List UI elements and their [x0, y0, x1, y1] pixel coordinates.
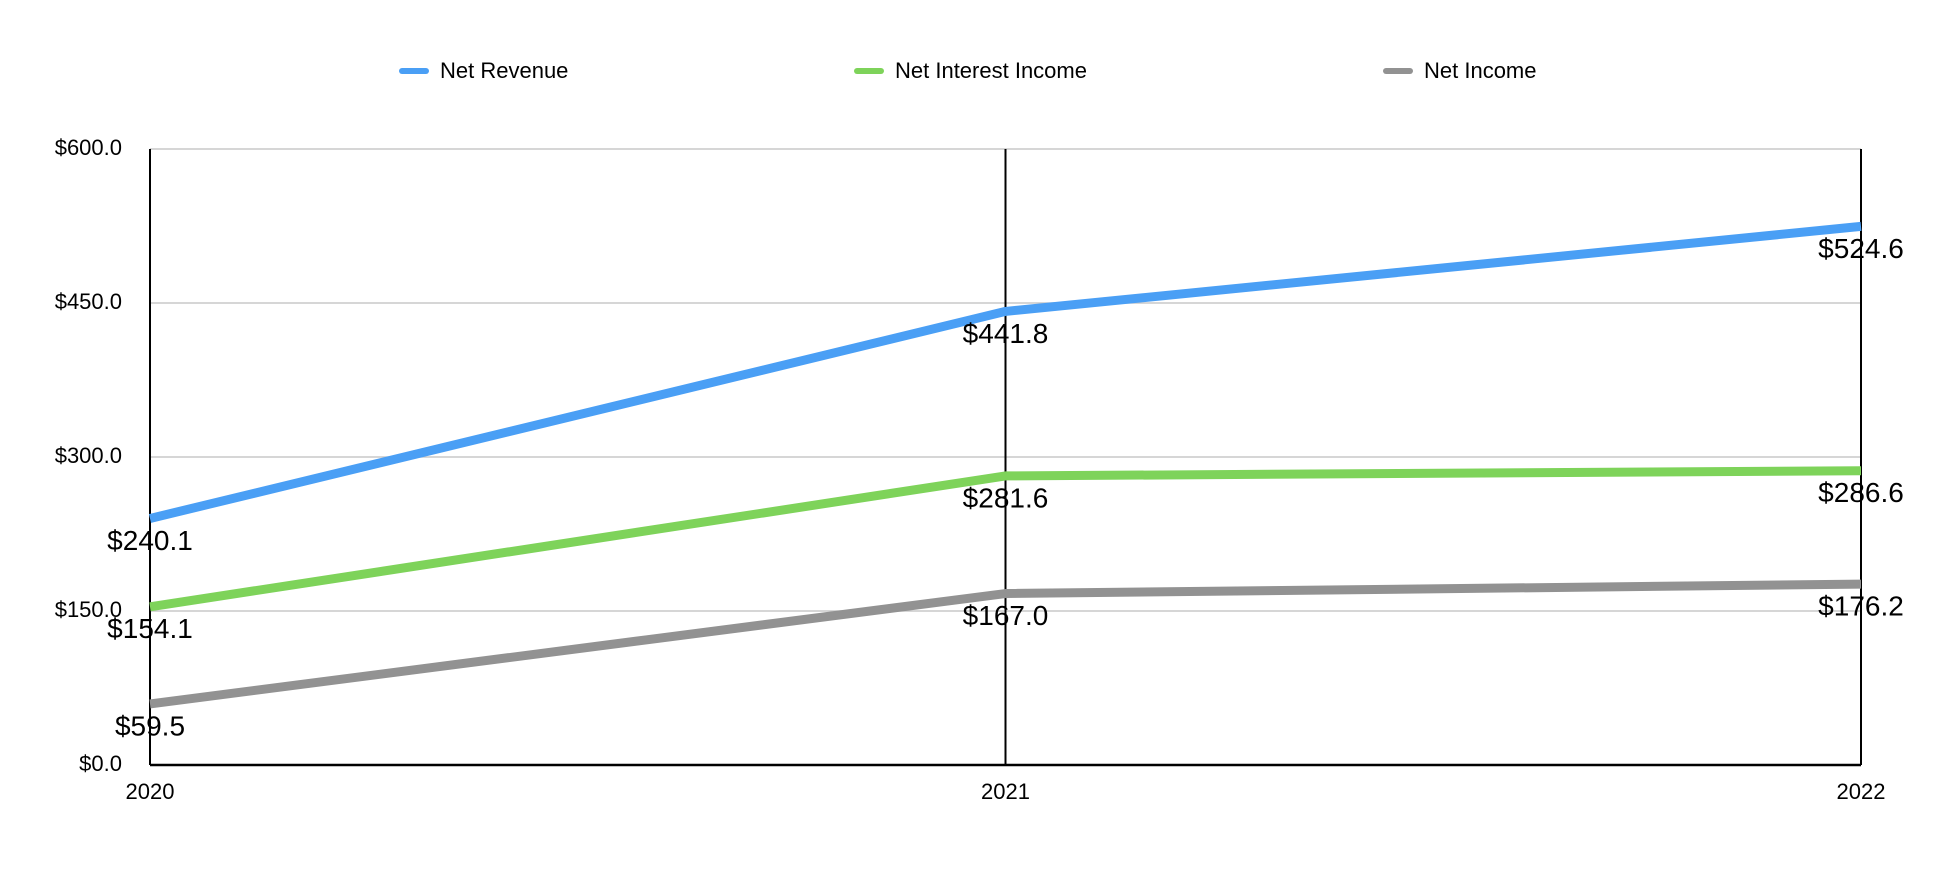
y-tick-label: $300.0 — [55, 443, 122, 468]
data-label: $441.8 — [963, 318, 1049, 349]
data-label: $240.1 — [107, 525, 193, 556]
data-label: $167.0 — [963, 600, 1049, 631]
x-tick-label: 2021 — [981, 779, 1030, 804]
x-tick-label: 2020 — [126, 779, 175, 804]
data-label: $176.2 — [1818, 590, 1904, 621]
x-tick-label: 2022 — [1837, 779, 1886, 804]
line-series — [149, 579, 1862, 709]
y-tick-label: $450.0 — [55, 289, 122, 314]
y-tick-label: $150.0 — [55, 597, 122, 622]
y-tick-label: $600.0 — [55, 135, 122, 160]
y-tick-label: $0.0 — [79, 751, 122, 776]
data-label: $286.6 — [1818, 477, 1904, 508]
line-series — [149, 466, 1862, 612]
data-label: $59.5 — [115, 710, 185, 741]
legend-label: Net Revenue — [440, 58, 568, 83]
data-label: $524.6 — [1818, 233, 1904, 264]
legend-label: Net Interest Income — [895, 58, 1087, 83]
line-series — [148, 221, 1862, 523]
data-label: $281.6 — [963, 482, 1049, 513]
data-label: $154.1 — [107, 613, 193, 644]
legend-label: Net Income — [1424, 58, 1537, 83]
